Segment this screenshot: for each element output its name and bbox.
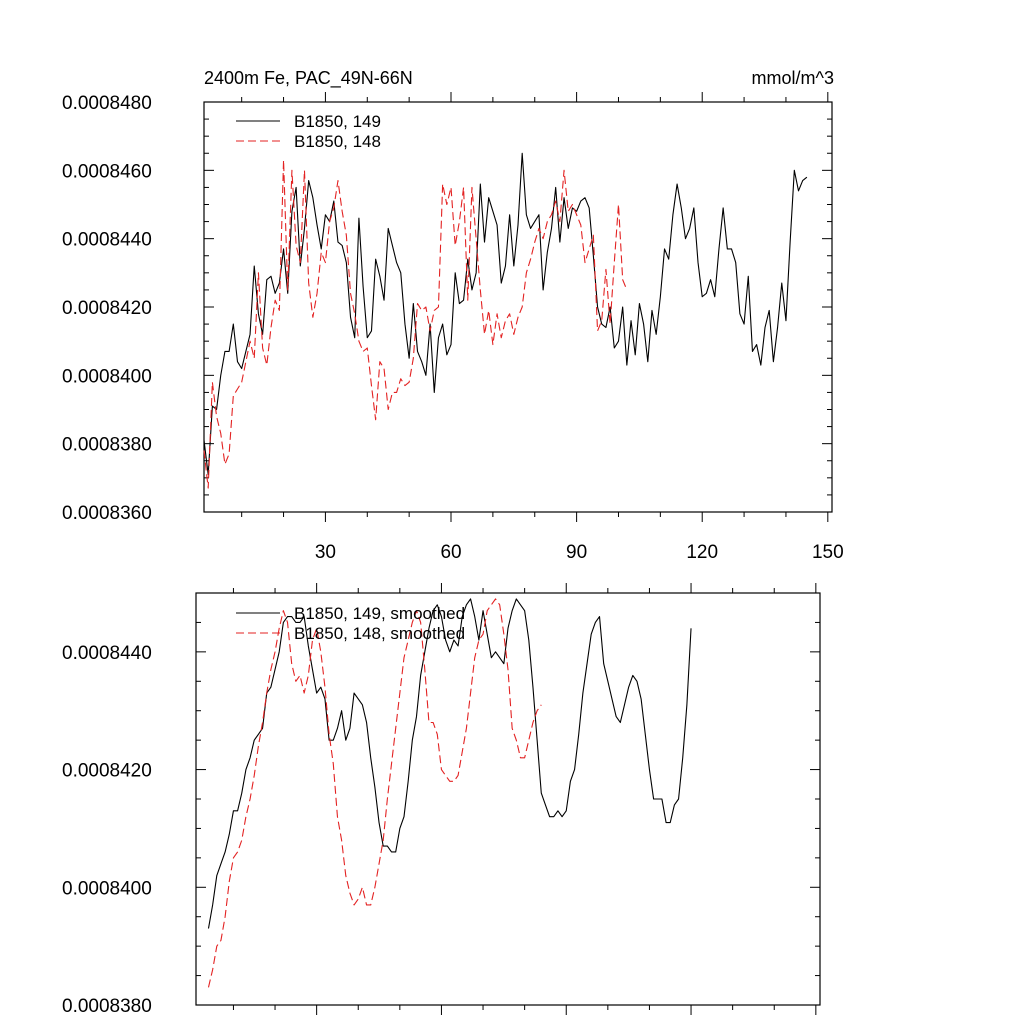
legend-label: B1850, 148 <box>294 132 381 151</box>
y-tick-label: 0.0008460 <box>62 161 152 182</box>
bottom-series <box>207 598 692 988</box>
plot-frame <box>203 101 833 513</box>
y-tick-label: 0.0008440 <box>62 230 152 251</box>
y-tick-label: 0.0008440 <box>62 643 152 664</box>
series-line-b1850-149 <box>207 598 692 929</box>
y-tick-label: 0.0008380 <box>62 996 152 1017</box>
y-tick-label: 0.0008380 <box>62 435 152 456</box>
chart-title: 2400m Fe, PAC_49N-66N <box>204 68 413 89</box>
units-label: mmol/m^3 <box>752 68 834 88</box>
top-panel: 2400m Fe, PAC_49N-66N mmol/m^3 30 60 90 120… <box>62 68 844 563</box>
legend-label: B1850, 148, smoothed <box>294 624 465 643</box>
legend-label: B1850, 149, smoothed <box>294 604 465 623</box>
series-line-b1850-149 <box>203 152 808 475</box>
y-tick-label: 0.0008420 <box>62 298 152 319</box>
top-axes: 30 60 90 120 150 0.0008360 0.0008380 0.0008400 0… <box>62 92 844 563</box>
series-line-b1850-148 <box>207 598 542 988</box>
x-tick-label: 60 <box>440 542 461 563</box>
y-tick-label: 0.0008420 <box>62 761 152 782</box>
top-series <box>203 152 808 489</box>
x-tick-label: 90 <box>566 542 587 563</box>
plot-frame <box>195 592 821 1006</box>
y-tick-label: 0.0008400 <box>62 366 152 387</box>
x-tick-label: 30 <box>315 542 336 563</box>
y-tick-label: 0.0008360 <box>62 503 152 524</box>
legend-label: B1850, 149 <box>294 112 381 131</box>
x-tick-label: 150 <box>812 542 844 563</box>
y-tick-label: 0.0008480 <box>62 93 152 114</box>
x-tick-label: 120 <box>686 542 718 563</box>
bottom-panel: 0.0008380 0.0008400 0.0008420 0.0008440 B18… <box>62 583 821 1017</box>
y-tick-label: 0.0008400 <box>62 878 152 899</box>
bottom-axes: 0.0008380 0.0008400 0.0008420 0.0008440 <box>62 583 821 1017</box>
